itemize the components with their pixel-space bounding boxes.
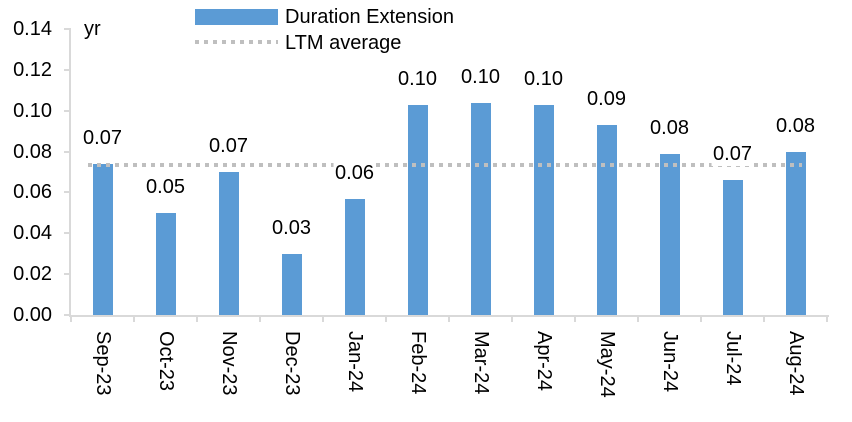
y-axis-tick-label: 0.12 [13,58,52,81]
x-axis-category-label: Feb-24 [406,331,429,395]
bar-value-label: 0.09 [585,88,628,111]
y-axis-tick-label: 0.14 [13,18,52,40]
bar [722,180,743,315]
bar [155,212,176,315]
y-axis-tick-label: 0.10 [13,99,52,122]
bar [596,125,617,315]
y-axis-tick [64,191,71,194]
x-axis-tick [385,315,387,322]
x-axis-tick [70,315,72,322]
y-axis-tick [64,232,71,235]
bar-value-label: 0.08 [648,116,691,140]
bar [218,172,239,315]
y-axis-tick [64,314,71,316]
x-axis-tick [637,315,639,322]
y-axis-tick-label: 0.06 [13,181,52,204]
bar-value-label: 0.08 [774,114,817,138]
bar [344,198,365,315]
bar-value-label: 0.03 [270,216,313,240]
x-axis-category-label: May-24 [595,331,618,398]
x-axis-category-label: Mar-24 [469,331,492,395]
y-axis-tick [64,150,71,153]
bar-value-label: 0.10 [522,67,565,91]
x-axis-category-label: Aug-24 [784,331,807,396]
x-axis-tick [574,315,576,322]
x-axis-category-label: Nov-23 [217,331,240,396]
x-axis-tick [700,315,702,322]
legend-label-duration-extension: Duration Extension [285,6,454,28]
x-axis-tick [511,315,513,322]
legend-label-ltm-average: LTM average [285,32,402,54]
y-axis-line [69,29,71,317]
bar [533,104,554,315]
x-axis-category-label: Jul-24 [721,331,744,386]
x-axis-tick [133,315,135,322]
y-axis-tick-label: 0.02 [13,263,52,286]
bar-value-label: 0.05 [144,175,187,199]
x-axis-tick [763,315,765,322]
bar-value-label: 0.06 [333,161,376,185]
legend-bar-swatch-icon [195,9,278,25]
bar-value-label: 0.10 [396,67,439,91]
x-axis-tick [259,315,261,322]
ltm-average-line [88,162,802,167]
x-axis-tick [196,315,198,322]
y-axis-tick [64,109,71,112]
bar-value-label: 0.10 [459,65,502,89]
y-axis-unit-label: yr [84,18,101,40]
x-axis-category-label: Apr-24 [532,331,555,392]
bar [92,163,113,315]
x-axis-tick [826,315,828,322]
bar [785,151,806,315]
x-axis-category-label: Sep-23 [91,331,114,396]
y-axis-tick [64,68,71,71]
y-axis-tick [64,273,71,276]
x-axis-tick [322,315,324,322]
y-axis-tick-label: 0.00 [13,304,52,326]
bar-value-label: 0.07 [711,143,754,167]
y-axis-tick [64,28,71,30]
bar [659,153,680,315]
bar [407,104,428,315]
x-axis-category-label: Dec-23 [280,331,303,396]
bar [470,102,491,315]
bar-value-label: 0.07 [207,135,250,158]
bar-value-label: 0.07 [81,126,124,150]
y-axis-tick-label: 0.04 [13,222,52,245]
x-axis-tick [448,315,450,322]
y-axis-tick-label: 0.08 [13,140,52,163]
x-axis-category-label: Jun-24 [658,331,681,393]
legend-dotted-line-swatch-icon [195,40,278,44]
x-axis-category-label: Jan-24 [343,331,366,393]
bar [281,253,302,315]
x-axis-category-label: Oct-23 [154,331,177,392]
